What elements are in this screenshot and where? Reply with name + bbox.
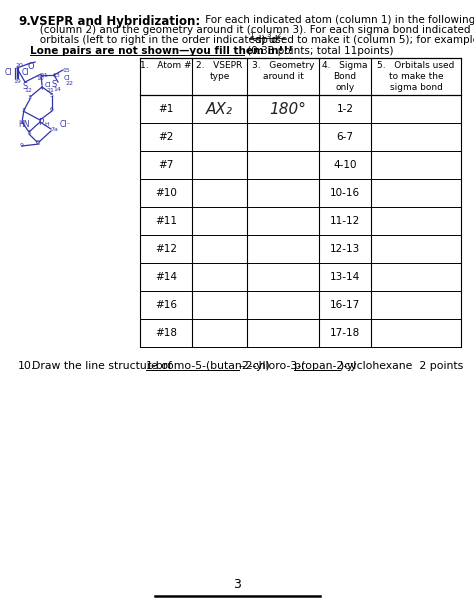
Text: #14: #14 [155, 272, 177, 282]
Text: 180°: 180° [270, 102, 306, 117]
Text: Cl: Cl [5, 68, 12, 77]
Text: 4-10: 4-10 [333, 160, 357, 170]
Text: .: . [281, 35, 284, 45]
Text: 14: 14 [53, 87, 61, 92]
Text: -2-chloro-3-(: -2-chloro-3-( [239, 361, 306, 371]
Text: 6-7: 6-7 [337, 132, 354, 142]
Text: orbitals (left to right in the order indicated) used to make it (column 5); for : orbitals (left to right in the order ind… [30, 35, 474, 45]
Text: 3: 3 [28, 95, 32, 100]
Text: 10-16: 10-16 [330, 188, 360, 198]
Text: -sp: -sp [253, 35, 269, 45]
Text: 15: 15 [62, 68, 70, 73]
Text: 5.   Orbitals used
to make the
sigma bond: 5. Orbitals used to make the sigma bond [377, 61, 455, 92]
Text: Cl: Cl [64, 75, 71, 81]
Text: #16: #16 [155, 300, 177, 310]
Text: Cl: Cl [22, 68, 29, 77]
Text: 13-14: 13-14 [330, 272, 360, 282]
Text: 3: 3 [233, 578, 241, 591]
Text: 2: 2 [22, 108, 26, 113]
Text: #7: #7 [158, 160, 173, 170]
Text: Lone pairs are not shown—you fill them in!!!: Lone pairs are not shown—you fill them i… [30, 46, 293, 56]
Text: 21: 21 [47, 88, 55, 93]
Text: 10.: 10. [18, 361, 35, 371]
Text: 19: 19 [13, 79, 21, 84]
Text: O: O [28, 62, 35, 71]
Text: 2.   VSEPR
type: 2. VSEPR type [196, 61, 243, 81]
Text: 1-bromo-5-(butan-2-yl): 1-bromo-5-(butan-2-yl) [146, 361, 271, 371]
Text: 20: 20 [16, 63, 24, 68]
Text: HN: HN [18, 120, 29, 129]
Text: Cl: Cl [45, 82, 52, 88]
Text: H: H [44, 122, 49, 127]
Text: #10: #10 [155, 188, 177, 198]
Text: propan-2-yl: propan-2-yl [293, 361, 356, 371]
Text: Draw the line structure of: Draw the line structure of [32, 361, 175, 371]
Text: 12: 12 [24, 88, 32, 93]
Text: For each indicated atom (column 1) in the following molecule supply the VSEPR ty: For each indicated atom (column 1) in th… [202, 15, 474, 25]
Text: 3: 3 [266, 32, 271, 38]
Text: 3.   Geometry
around it: 3. Geometry around it [252, 61, 314, 81]
Text: 1: 1 [249, 32, 254, 38]
Text: 9: 9 [20, 143, 24, 148]
Text: d: d [270, 35, 277, 45]
Text: 6: 6 [50, 107, 54, 112]
Text: 9.: 9. [18, 15, 31, 28]
Text: 10: 10 [36, 76, 44, 81]
Text: Cl⁻: Cl⁻ [60, 120, 72, 129]
Text: 11-12: 11-12 [330, 216, 360, 226]
Text: 2: 2 [277, 32, 282, 38]
Text: S: S [52, 80, 57, 89]
Text: 12-13: 12-13 [330, 244, 360, 254]
Text: 1: 1 [27, 130, 31, 135]
Text: AX₂: AX₂ [206, 102, 233, 117]
Text: #12: #12 [155, 244, 177, 254]
Text: 4.   Sigma
Bond
only: 4. Sigma Bond only [322, 61, 368, 92]
Text: 1.   Atom #: 1. Atom # [140, 61, 192, 70]
Text: 11: 11 [40, 73, 48, 78]
Text: (0.33 points; total 11points): (0.33 points; total 11points) [244, 46, 393, 56]
Text: (column 2) and the geometry around it (column 3). For each sigma bond indicated : (column 2) and the geometry around it (c… [30, 25, 474, 35]
Text: P: P [38, 118, 44, 127]
Text: 8: 8 [36, 140, 40, 145]
Text: 13: 13 [52, 73, 60, 78]
Text: 4: 4 [40, 86, 44, 91]
Text: #18: #18 [155, 328, 177, 338]
Text: )cyclohexane  2 points: )cyclohexane 2 points [340, 361, 463, 371]
Text: 17-18: 17-18 [330, 328, 360, 338]
Text: S: S [23, 82, 28, 91]
Text: #2: #2 [158, 132, 173, 142]
Text: 1-2: 1-2 [337, 104, 354, 114]
Text: 5: 5 [50, 93, 54, 98]
Text: 7a: 7a [50, 127, 58, 132]
Text: VSEPR and Hybridization:: VSEPR and Hybridization: [30, 15, 200, 28]
Text: #1: #1 [158, 104, 173, 114]
Text: #11: #11 [155, 216, 177, 226]
Text: 22: 22 [66, 81, 74, 86]
Text: 16-17: 16-17 [330, 300, 360, 310]
